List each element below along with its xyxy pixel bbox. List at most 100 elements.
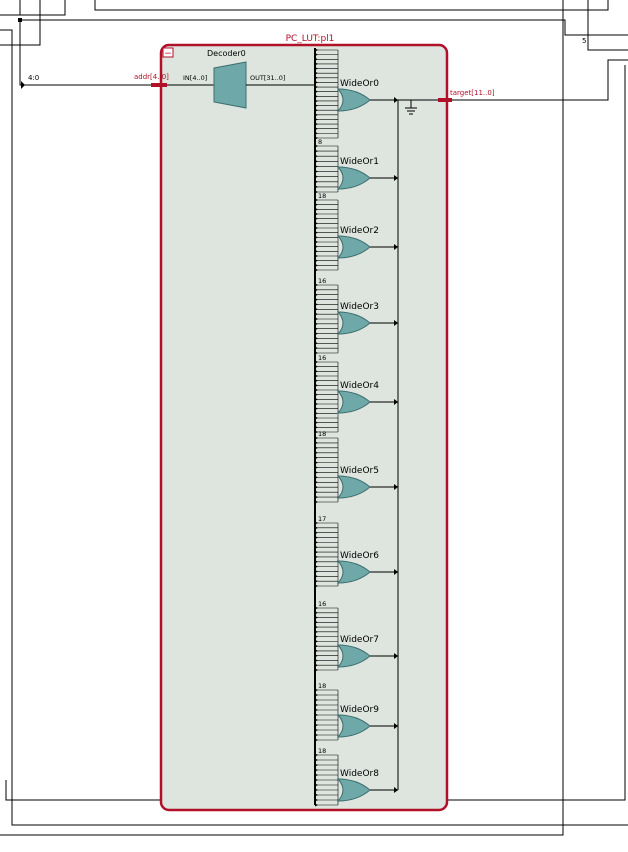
input-arrow-icon bbox=[315, 212, 318, 216]
input-arrow-icon bbox=[315, 99, 318, 103]
input-arrow-icon bbox=[315, 221, 318, 225]
or-gate-wideor6[interactable]: WideOr6 17 bbox=[315, 515, 398, 588]
collapse-icon: − bbox=[164, 49, 172, 59]
input-arrow-icon bbox=[315, 495, 318, 499]
input-arrow-icon bbox=[315, 149, 318, 153]
input-arrow-icon bbox=[315, 388, 318, 392]
input-arrow-icon bbox=[315, 574, 318, 578]
input-arrow-icon bbox=[315, 383, 318, 387]
or-gate-body bbox=[336, 778, 371, 802]
input-arrow-icon bbox=[315, 635, 318, 639]
or-gate-wideor4[interactable]: WideOr4 16 bbox=[315, 354, 398, 434]
or-gate-wideor1[interactable]: WideOr1 8 bbox=[315, 138, 398, 194]
collapse-button[interactable] bbox=[162, 47, 174, 58]
input-arrow-icon bbox=[315, 500, 318, 504]
input-arrow-icon bbox=[315, 407, 318, 411]
input-arrow-icon bbox=[315, 421, 318, 425]
input-arrow-icon bbox=[315, 668, 318, 672]
input-arrow-icon bbox=[315, 560, 318, 564]
input-arrow-icon bbox=[315, 104, 318, 108]
input-bus-label: 4:0 bbox=[28, 74, 39, 82]
input-arrow-icon bbox=[315, 288, 318, 292]
input-arrow-icon bbox=[315, 127, 318, 131]
or-gate-wideor7[interactable]: WideOr7 16 bbox=[315, 600, 398, 672]
input-arrow-icon bbox=[315, 693, 318, 697]
gate-bus-label: 16 bbox=[318, 354, 326, 362]
input-arrow-icon bbox=[315, 240, 318, 244]
or-gate-body bbox=[336, 166, 371, 190]
input-arrow-icon bbox=[315, 108, 318, 112]
gate-bus-label: 18 bbox=[318, 747, 326, 755]
input-arrow-icon bbox=[315, 798, 318, 802]
input-arrow-icon bbox=[315, 773, 318, 777]
input-arrow-icon bbox=[315, 322, 318, 326]
input-arrow-icon bbox=[315, 649, 318, 653]
input-arrow-icon bbox=[315, 131, 318, 135]
or-gate-body bbox=[336, 644, 371, 668]
or-gate-body bbox=[336, 475, 371, 499]
gate-bus-label: 17 bbox=[318, 515, 326, 523]
input-arrow-icon bbox=[315, 307, 318, 311]
input-arrow-icon bbox=[315, 480, 318, 484]
input-arrow-icon bbox=[315, 327, 318, 331]
input-arrow-icon bbox=[315, 90, 318, 94]
input-arrow-icon bbox=[315, 526, 318, 530]
input-arrow-icon bbox=[315, 611, 318, 615]
input-arrow-icon bbox=[315, 185, 318, 189]
input-arrow-icon bbox=[315, 718, 318, 722]
or-gate-body bbox=[336, 88, 371, 112]
input-arrow-icon bbox=[315, 456, 318, 460]
or-gate-wideor5[interactable]: WideOr5 18 bbox=[315, 430, 398, 504]
decoder-block[interactable] bbox=[213, 61, 247, 109]
output-arrow-icon bbox=[394, 723, 398, 729]
or-gate-wideor2[interactable]: WideOr2 18 bbox=[315, 192, 398, 272]
input-arrow-icon bbox=[315, 688, 318, 692]
input-arrow-icon bbox=[315, 268, 318, 272]
input-arrow-icon bbox=[315, 198, 318, 202]
input-arrow-icon bbox=[315, 263, 318, 267]
input-arrow-icon bbox=[315, 625, 318, 629]
input-arrow-icon bbox=[315, 336, 318, 340]
input-arrow-icon bbox=[315, 203, 318, 207]
input-arrow-icon bbox=[315, 658, 318, 662]
output-arrow-icon bbox=[394, 787, 398, 793]
input-arrow-icon bbox=[315, 62, 318, 66]
or-gate-wideor9[interactable]: WideOr9 18 bbox=[315, 682, 398, 742]
input-arrow-icon bbox=[315, 245, 318, 249]
input-arrow-icon bbox=[315, 620, 318, 624]
or-gate-wideor0[interactable]: WideOr0 bbox=[315, 48, 398, 140]
gate-name-label: WideOr4 bbox=[340, 381, 379, 391]
input-arrow-icon bbox=[315, 778, 318, 782]
gate-name-label: WideOr6 bbox=[340, 551, 379, 561]
input-arrow-icon bbox=[315, 639, 318, 643]
input-arrow-icon bbox=[315, 113, 318, 117]
output-arrow-icon bbox=[394, 97, 398, 103]
input-arrow-icon bbox=[315, 708, 318, 712]
or-gate-wideor3[interactable]: WideOr3 16 bbox=[315, 277, 398, 355]
input-arrow-icon bbox=[315, 207, 318, 211]
input-arrow-icon bbox=[315, 379, 318, 383]
gate-name-label: WideOr9 bbox=[340, 705, 379, 715]
input-arrow-icon bbox=[315, 302, 318, 306]
input-arrow-icon bbox=[315, 723, 318, 727]
ground-icon bbox=[405, 100, 417, 115]
input-arrow-icon bbox=[315, 446, 318, 450]
or-gate-body bbox=[336, 714, 371, 738]
or-gate-body bbox=[336, 235, 371, 259]
or-gate-body bbox=[336, 390, 371, 414]
input-arrow-icon bbox=[315, 470, 318, 474]
gates-layer: WideOr0WideOr18WideOr218WideOr316WideOr4… bbox=[315, 48, 398, 807]
input-arrow-icon bbox=[315, 644, 318, 648]
gate-name-label: WideOr8 bbox=[340, 769, 379, 779]
or-gate-wideor8[interactable]: WideOr8 18 bbox=[315, 747, 398, 807]
input-arrow-icon bbox=[315, 226, 318, 230]
input-arrow-icon bbox=[315, 531, 318, 535]
input-arrow-icon bbox=[315, 53, 318, 57]
output-arrow-icon bbox=[394, 399, 398, 405]
input-arrow-icon bbox=[315, 441, 318, 445]
module-body[interactable] bbox=[159, 43, 449, 812]
input-arrow-icon bbox=[315, 175, 318, 179]
input-arrow-icon bbox=[315, 154, 318, 158]
input-arrow-icon bbox=[315, 397, 318, 401]
